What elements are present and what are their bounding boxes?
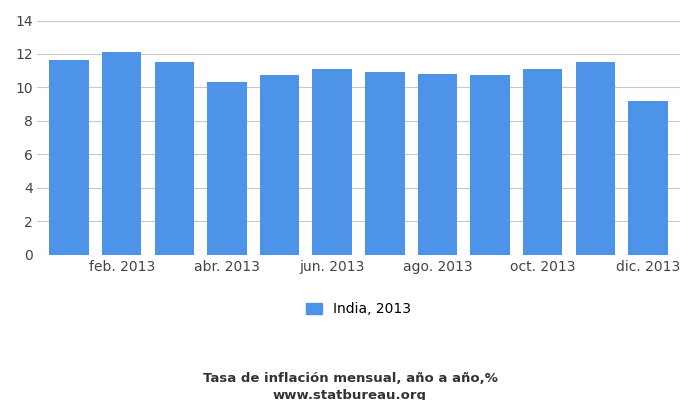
- Text: www.statbureau.org: www.statbureau.org: [273, 390, 427, 400]
- Bar: [365, 72, 405, 255]
- Bar: [470, 75, 510, 255]
- Bar: [628, 101, 668, 255]
- Bar: [418, 74, 457, 255]
- Bar: [260, 75, 300, 255]
- Bar: [575, 62, 615, 255]
- Bar: [312, 69, 352, 255]
- Bar: [49, 60, 89, 255]
- Legend: India, 2013: India, 2013: [300, 297, 417, 322]
- Bar: [523, 69, 563, 255]
- Bar: [102, 52, 141, 255]
- Bar: [207, 82, 246, 255]
- Text: Tasa de inflación mensual, año a año,%: Tasa de inflación mensual, año a año,%: [202, 372, 498, 384]
- Bar: [155, 62, 194, 255]
